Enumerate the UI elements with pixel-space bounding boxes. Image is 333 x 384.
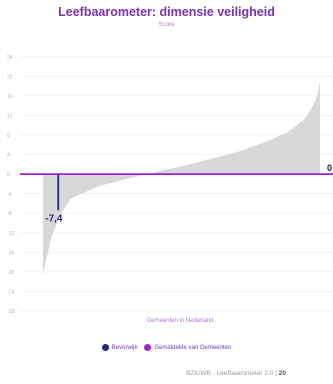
source-note: BZK/WB - Leefbaarometer 2.0 | 20 — [186, 370, 286, 377]
grid-lines — [20, 56, 333, 312]
y-axis-ticks: 24 20 16 12 8 4 0 -4 -8 -12 -16 -20 -24 -28 — [7, 55, 14, 315]
mean-dot-icon — [144, 344, 152, 351]
mean-value-label: 0 — [327, 163, 332, 173]
y-tick-label: -16 — [7, 250, 14, 256]
y-tick-label: -20 — [7, 270, 14, 276]
y-tick-label: 16 — [7, 94, 13, 100]
legend-label: Beverwijk — [111, 344, 138, 351]
beverwijk-dot-icon — [101, 344, 109, 351]
chart-subtitle: Score — [158, 22, 175, 28]
y-tick-label: 20 — [7, 74, 13, 80]
chart-title: Leefbaarometer: dimensie veiligheid — [58, 5, 275, 19]
y-tick-label: -24 — [7, 289, 14, 295]
legend-item-beverwijk: Beverwijk — [101, 344, 138, 351]
y-tick-label: 24 — [7, 55, 13, 61]
distribution-area — [43, 81, 320, 275]
legend-item-mean: Gemiddelde van Gemeenten — [144, 344, 231, 351]
y-tick-label: 12 — [7, 113, 13, 119]
y-tick-label: -4 — [7, 192, 12, 198]
y-tick-label: -8 — [7, 211, 12, 217]
legend-label: Gemiddelde van Gemeenten — [154, 344, 232, 351]
y-tick-label: 0 — [7, 172, 10, 178]
source-text: BZK/WB - Leefbaarometer 2.0 | — [186, 370, 279, 377]
y-tick-label: 4 — [7, 153, 10, 159]
x-axis-label: Gemeenten in Nederland — [146, 318, 213, 324]
y-tick-label: 8 — [7, 133, 10, 139]
beverwijk-value-label: -7,4 — [45, 213, 63, 224]
legend: Beverwijk Gemiddelde van Gemeenten — [0, 344, 333, 351]
y-tick-label: -12 — [7, 231, 14, 237]
source-year: 20 — [278, 370, 286, 377]
y-tick-label: -28 — [7, 309, 14, 315]
